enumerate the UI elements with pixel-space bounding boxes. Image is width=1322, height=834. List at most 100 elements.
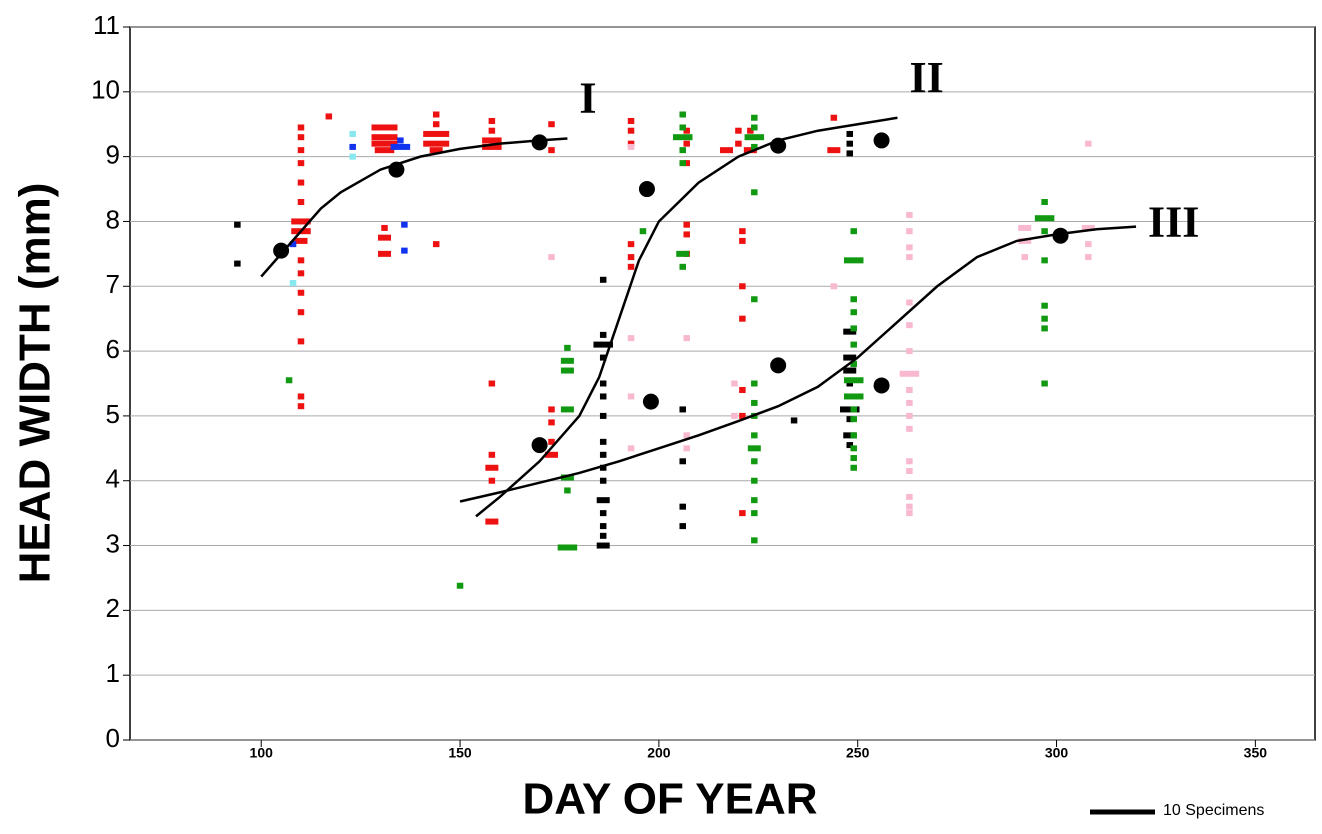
specimen-mark (371, 134, 398, 141)
specimen-mark (906, 412, 913, 419)
mean-point (770, 137, 787, 154)
mean-point (388, 161, 405, 178)
mean-point (873, 377, 890, 394)
specimen-mark (679, 160, 686, 167)
specimen-mark (850, 416, 857, 423)
specimen-mark (906, 503, 913, 510)
specimen-mark (297, 124, 305, 131)
specimen-mark (297, 289, 305, 296)
specimen-mark (377, 250, 391, 257)
legend-label: 10 Specimens (1163, 802, 1264, 819)
specimen-mark (1081, 224, 1095, 231)
specimen-mark (423, 130, 450, 137)
specimen-mark (397, 137, 404, 144)
specimen-mark (560, 474, 574, 481)
specimen-mark (743, 147, 757, 154)
specimen-mark (739, 510, 746, 517)
y-tick-label: 8 (106, 204, 120, 234)
specimen-mark (627, 143, 635, 150)
specimen-mark (850, 445, 857, 452)
specimen-mark (850, 361, 857, 368)
specimen-mark (839, 406, 860, 413)
specimen-mark (739, 283, 746, 290)
specimen-mark (679, 111, 686, 118)
specimen-mark (488, 380, 496, 387)
specimen-mark (371, 140, 398, 147)
specimen-mark (850, 432, 857, 439)
y-tick-label: 3 (106, 528, 120, 558)
mean-point (770, 357, 787, 374)
specimen-mark (906, 399, 913, 406)
specimen-mark (297, 270, 305, 277)
specimen-mark (627, 335, 635, 342)
specimen-mark (850, 406, 857, 413)
specimen-mark (432, 111, 440, 118)
mean-point (638, 181, 655, 198)
x-tick-label: 350 (1244, 745, 1268, 761)
specimen-mark (843, 393, 864, 400)
specimen-mark (676, 250, 690, 257)
specimen-mark (599, 477, 607, 484)
specimen-mark (297, 134, 305, 141)
specimen-mark (739, 237, 746, 244)
specimen-mark (485, 518, 499, 525)
specimen-mark (488, 117, 496, 124)
specimen-mark (843, 377, 864, 384)
specimen-mark (751, 537, 758, 544)
y-tick-label: 4 (106, 464, 120, 494)
x-axis-title: DAY OF YEAR (522, 775, 817, 824)
specimen-mark (627, 393, 635, 400)
specimen-mark (846, 442, 853, 449)
specimen-mark (683, 221, 690, 228)
specimen-mark (679, 124, 686, 131)
specimen-mark (679, 503, 686, 510)
x-tick-label: 100 (250, 745, 274, 761)
specimen-mark (596, 497, 610, 504)
specimen-mark (679, 523, 686, 530)
y-tick-label: 5 (106, 399, 120, 429)
specimen-mark (289, 241, 297, 248)
specimen-mark (747, 445, 761, 452)
specimen-mark (850, 228, 857, 235)
specimen-mark (683, 432, 690, 439)
specimen-mark (627, 127, 635, 134)
specimen-mark (830, 283, 838, 290)
specimen-mark (560, 367, 574, 374)
specimen-mark (401, 221, 408, 228)
specimen-mark (593, 341, 613, 348)
specimen-mark (751, 399, 758, 406)
specimen-mark (751, 124, 758, 131)
specimen-mark (850, 325, 857, 332)
mean-point (531, 437, 548, 454)
specimen-mark (548, 438, 555, 445)
specimen-mark (683, 335, 690, 342)
specimen-mark (297, 160, 305, 167)
specimen-mark (906, 386, 913, 393)
specimen-mark (423, 140, 450, 147)
specimen-mark (234, 221, 241, 228)
specimen-mark (596, 542, 610, 549)
specimen-mark (751, 432, 758, 439)
specimen-mark (906, 299, 913, 306)
plot-frame (129, 26, 1316, 741)
specimen-mark (1041, 199, 1048, 206)
specimen-mark (285, 377, 293, 384)
specimen-mark (325, 113, 333, 120)
specimen-mark (482, 137, 502, 144)
specimen-mark (564, 344, 571, 351)
specimen-mark (679, 458, 686, 465)
y-tick-label: 6 (106, 334, 120, 364)
specimen-mark (429, 147, 443, 154)
specimen-mark (599, 451, 607, 458)
specimen-mark (850, 341, 857, 348)
growth-curve (459, 225, 1137, 503)
specimen-mark (843, 354, 857, 361)
specimen-mark (548, 121, 555, 128)
specimen-mark (1018, 237, 1032, 244)
specimen-mark (371, 124, 398, 131)
mean-point (642, 393, 659, 410)
specimen-mark (846, 130, 853, 137)
specimen-mark (599, 412, 607, 419)
curve-label: I (579, 74, 596, 123)
specimen-mark (906, 425, 913, 432)
